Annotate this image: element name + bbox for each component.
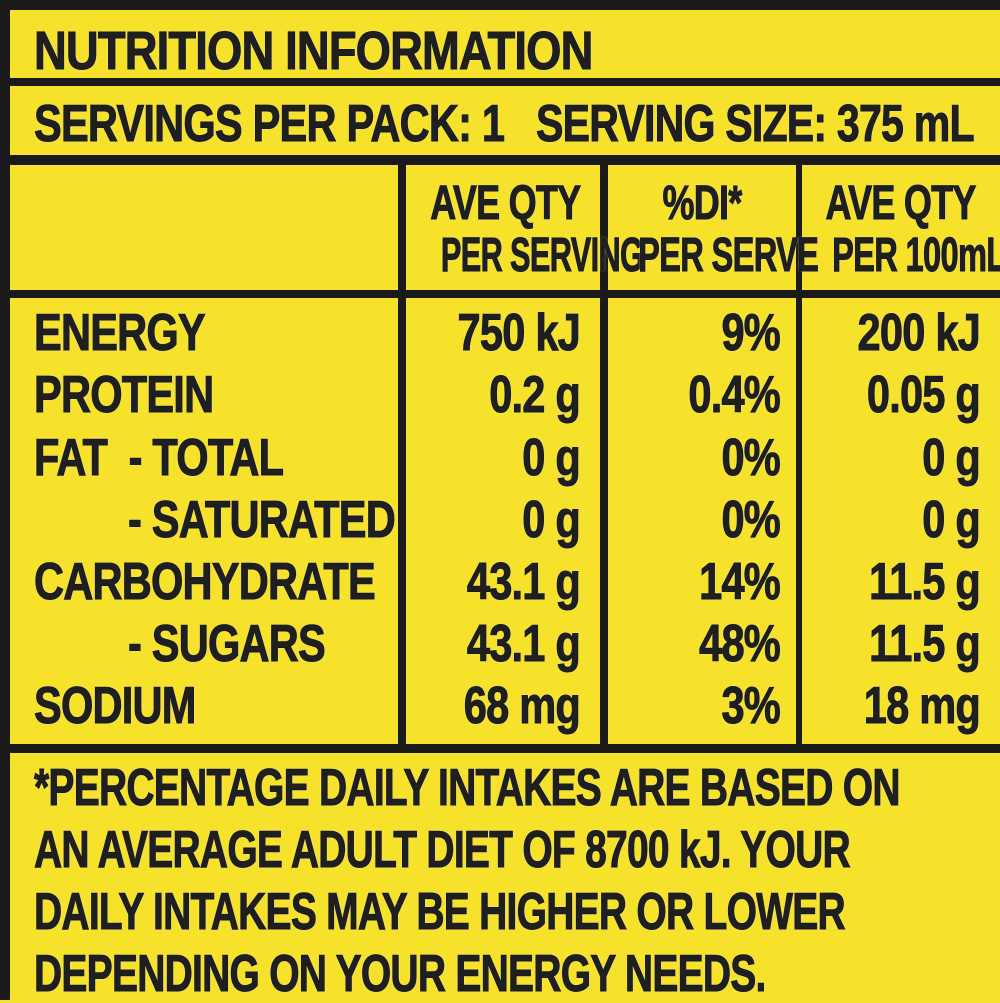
- serving-size: SERVING SIZE: 375 mL: [536, 95, 975, 153]
- footnote-line: *PERCENTAGE DAILY INTAKES ARE BASED ON: [34, 759, 901, 817]
- value-per-100ml: 0.05 g: [866, 366, 981, 424]
- column-divider: [796, 165, 802, 745]
- value-di: 3%: [721, 677, 781, 735]
- row-label-sugars: - SUGARS: [128, 615, 327, 673]
- value-per-serving: 0 g: [522, 491, 581, 549]
- row-label-saturated: - SATURATED: [128, 491, 397, 549]
- value-di: 0.4%: [688, 366, 781, 424]
- row-label-sodium: SODIUM: [34, 677, 197, 735]
- footnote-line: DAILY INTAKES MAY BE HIGHER OR LOWER: [34, 883, 846, 941]
- footnote-line: DEPENDING ON YOUR ENERGY NEEDS.: [34, 945, 767, 1003]
- value-per-100ml: 0 g: [922, 491, 981, 549]
- column-header-per-100ml-line2: PER 100mL: [832, 229, 1000, 282]
- value-per-serving: 750 kJ: [457, 304, 581, 362]
- value-per-100ml: 18 mg: [863, 677, 981, 735]
- value-per-serving: 0 g: [522, 429, 581, 487]
- value-per-100ml: 11.5 g: [869, 553, 981, 611]
- value-di: 14%: [699, 553, 781, 611]
- value-per-100ml: 0 g: [922, 429, 981, 487]
- value-per-100ml: 11.5 g: [869, 615, 981, 673]
- column-divider: [398, 165, 406, 745]
- column-divider: [600, 165, 608, 745]
- row-label-carbohydrate: CARBOHYDRATE: [34, 553, 377, 611]
- servings-per-pack: SERVINGS PER PACK: 1: [34, 95, 506, 153]
- column-header-di-line1: %DI*: [662, 177, 743, 230]
- divider: [10, 78, 1000, 86]
- column-header-per-serving-line1: AVE QTY: [430, 177, 582, 230]
- value-per-serving: 43.1 g: [466, 553, 581, 611]
- footnote-line: AN AVERAGE ADULT DIET OF 8700 kJ. YOUR: [34, 821, 851, 879]
- value-per-serving: 43.1 g: [466, 615, 581, 673]
- column-header-di-line2: PER SERVE: [638, 229, 819, 282]
- value-per-serving: 68 mg: [463, 677, 581, 735]
- divider: [10, 155, 1000, 165]
- value-di: 0%: [721, 429, 781, 487]
- value-di: 0%: [721, 491, 781, 549]
- value-per-100ml: 200 kJ: [857, 304, 981, 362]
- row-label-energy: ENERGY: [34, 304, 206, 362]
- page-title: NUTRITION INFORMATION: [34, 21, 594, 81]
- divider: [10, 744, 1000, 753]
- row-label-fat-total: FAT - TOTAL: [34, 429, 285, 487]
- column-header-per-100ml-line1: AVE QTY: [825, 177, 977, 230]
- value-di: 9%: [721, 304, 781, 362]
- value-per-serving: 0.2 g: [489, 366, 581, 424]
- divider: [10, 290, 1000, 298]
- value-di: 48%: [699, 615, 781, 673]
- column-header-per-serving-line2: PER SERVING: [440, 229, 645, 282]
- row-label-protein: PROTEIN: [34, 366, 215, 424]
